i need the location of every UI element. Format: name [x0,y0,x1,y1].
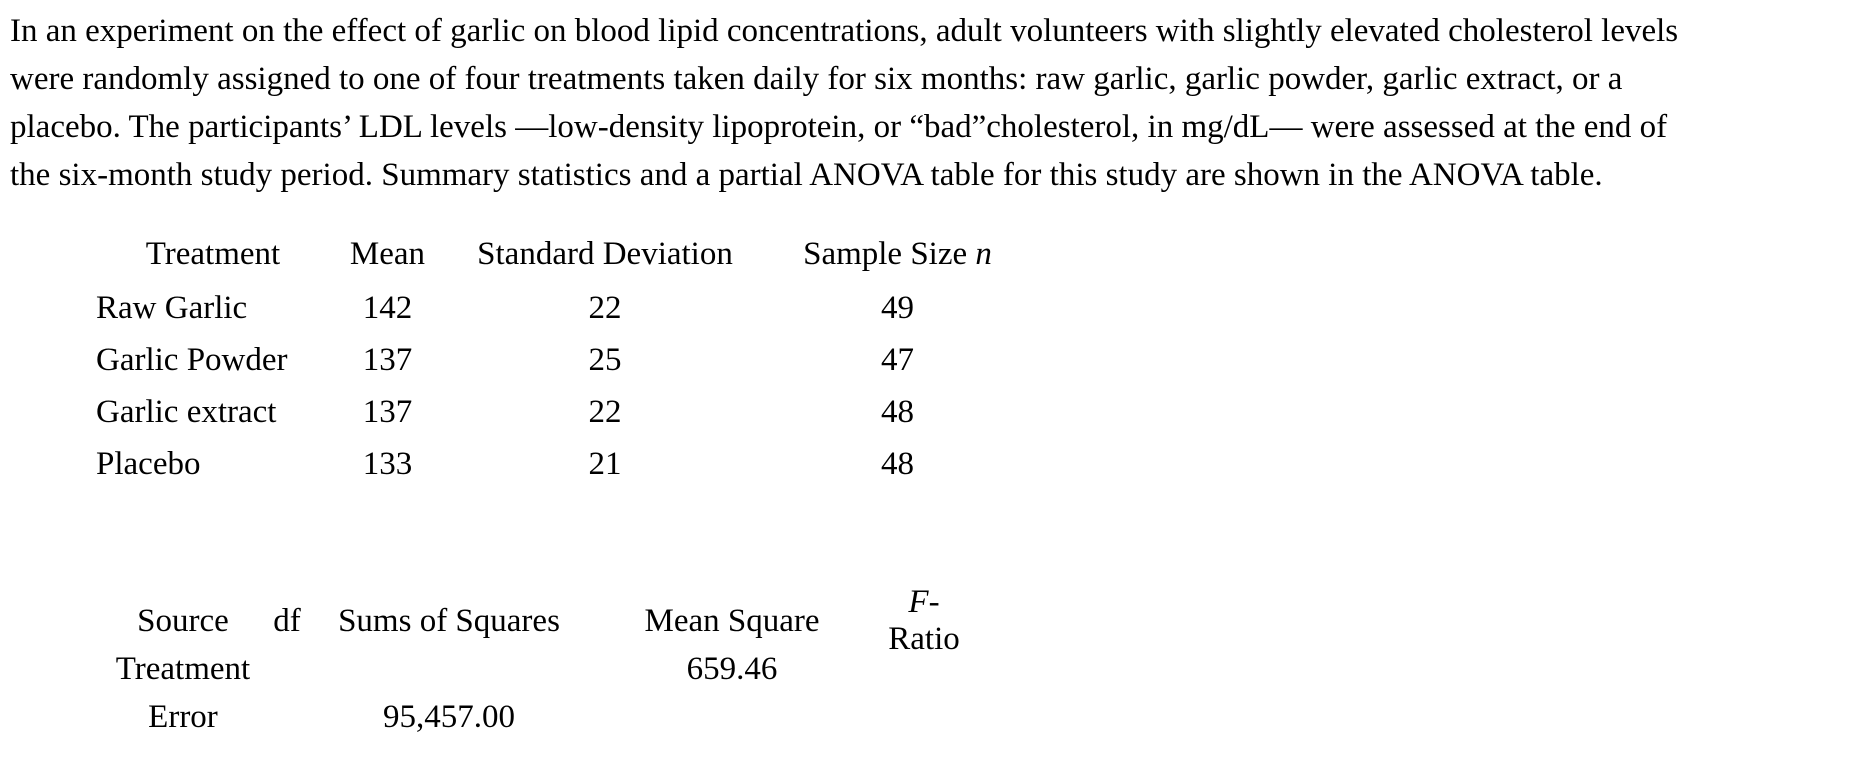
cell-mean: 142 [362,289,413,326]
header-df: df [273,602,301,639]
cell-treatment: Garlic Powder [96,341,288,378]
paragraph-line: the six-month study period. Summary stat… [10,157,1603,193]
problem-paragraph: In an experiment on the effect of garlic… [10,7,1678,199]
anova-table: Source df Sums of Squares Mean Square F-… [100,584,974,741]
paragraph-line: were randomly assigned to one of four tr… [10,61,1623,97]
cell-sd: 25 [588,341,622,378]
table-row: Garlic extract 137 22 48 [96,386,1030,438]
table-row: Error 95,457.00 [100,693,974,741]
f-ratio-f-symbol: F [908,584,929,620]
header-standard-deviation: Standard Deviation [477,235,733,272]
cell-treatment: Placebo [96,445,201,482]
table-row: Raw Garlic 142 22 49 [96,282,1030,334]
header-mean: Mean [349,235,426,272]
cell-n: 49 [881,289,914,326]
cell-mean: 137 [362,393,413,430]
header-sums-of-squares: Sums of Squares [338,602,560,639]
table-row: Garlic Powder 137 25 47 [96,334,1030,386]
cell-mean: 137 [362,341,413,378]
paragraph-line: placebo. The participants’ LDL levels —l… [10,109,1668,145]
cell-treatment: Garlic extract [96,393,277,430]
cell-source: Treatment [115,650,251,687]
f-ratio-suffix: -Ratio [888,584,960,657]
cell-n: 48 [881,445,914,482]
table-row: Treatment 659.46 [100,645,974,693]
header-f-ratio: F-Ratio [874,584,974,658]
cell-n: 47 [881,341,914,378]
cell-n: 48 [881,393,914,430]
header-mean-square: Mean Square [644,602,820,639]
paragraph-line: In an experiment on the effect of garlic… [10,13,1679,49]
summary-header-row: Treatment Mean Standard Deviation Sample… [96,226,1030,282]
table-row: Placebo 133 21 48 [96,438,1030,490]
header-source: Source [137,602,229,639]
sample-size-n-symbol: n [975,235,992,272]
header-treatment: Treatment [145,235,281,272]
cell-sd: 22 [588,289,622,326]
cell-treatment: Raw Garlic [96,289,248,326]
cell-ms: 659.46 [686,650,778,687]
cell-source: Error [148,698,218,735]
cell-sd: 22 [588,393,622,430]
cell-ss: 95,457.00 [383,698,515,735]
cell-sd: 21 [588,445,622,482]
cell-mean: 133 [362,445,413,482]
header-sample-size: Sample Size n [765,236,1030,273]
sample-size-label: Sample Size [803,235,968,272]
anova-header-row: Source df Sums of Squares Mean Square F-… [100,584,974,657]
summary-statistics-table: Treatment Mean Standard Deviation Sample… [96,226,1030,490]
